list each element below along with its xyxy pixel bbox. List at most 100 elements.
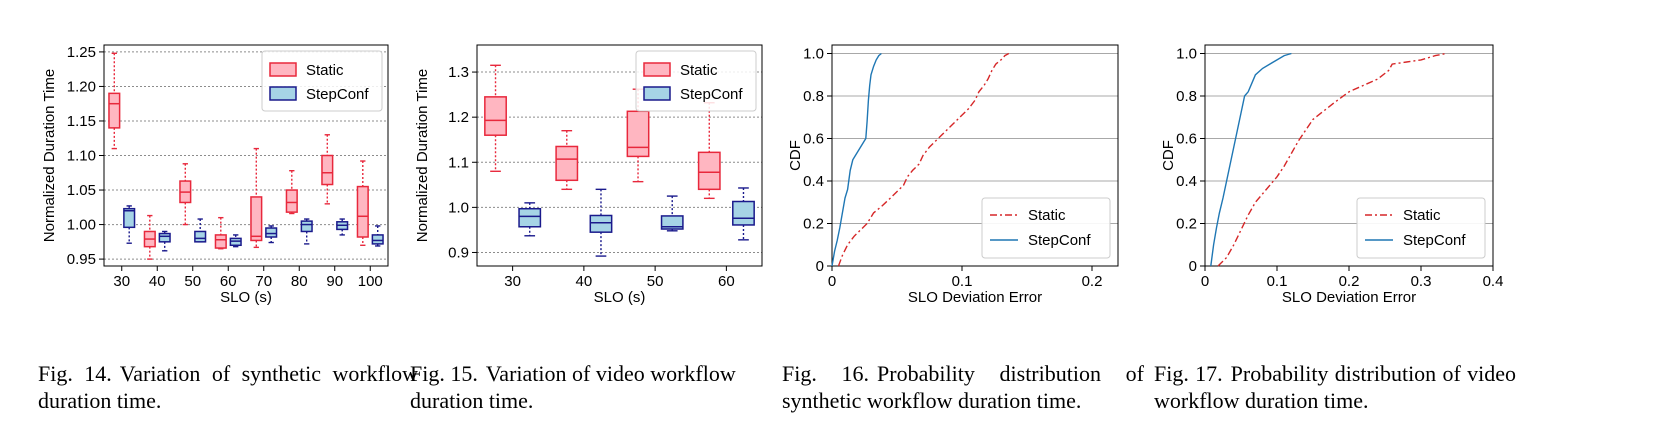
x-tick-label: 0.2 — [1339, 273, 1360, 290]
x-tick-label: 0.1 — [952, 273, 973, 290]
box-body — [250, 196, 263, 242]
caption-number: Fig. 15. — [410, 361, 478, 386]
series-line — [1217, 52, 1447, 267]
y-tick-label: 0.8 — [1176, 88, 1197, 105]
x-tick-label: 0 — [828, 273, 836, 290]
box-body — [518, 207, 542, 228]
panel-fig17: 0 0.2 0.4 0.6 0.8 1.0 CDF SLO Deviation Error 0 0… — [1160, 44, 1504, 306]
legend-swatch — [643, 62, 671, 77]
y-tick-label: 0.4 — [803, 173, 824, 190]
x-axis-label: SLO (s) — [594, 289, 646, 306]
x-tick-label: 0.3 — [1411, 273, 1432, 290]
panel-fig15: 0.9 1.0 1.1 1.2 1.3 Normalized Duration Time S… — [414, 44, 763, 306]
y-tick-label: 0.2 — [803, 216, 824, 233]
x-axis-label: SLO (s) — [220, 289, 272, 306]
y-axis-label: Normalized Duration Time — [41, 69, 58, 242]
x-tick-label: 40 — [576, 273, 593, 290]
caption-number: Fig. 16. — [782, 361, 870, 386]
box-body — [732, 200, 755, 226]
y-axis-label: CDF — [1160, 140, 1177, 171]
x-tick-label: 30 — [504, 273, 521, 290]
x-tick-label: 60 — [220, 273, 237, 290]
legend-label: Static — [1028, 207, 1066, 224]
caption-fig17: Fig. 17. Probability distribution of vide… — [1154, 360, 1516, 414]
caption-fig14: Fig. 14. Variation of synthetic workflow … — [38, 360, 418, 414]
y-axis-label: CDF — [787, 140, 804, 171]
box-body — [356, 185, 369, 238]
legend-label: StepConf — [680, 86, 743, 103]
y-tick-label: 1.25 — [67, 44, 96, 61]
x-tick-label: 0.4 — [1483, 273, 1504, 290]
y-tick-label: 1.05 — [67, 182, 96, 199]
caption-text: Variation of synthetic workflow duration… — [38, 361, 418, 413]
plot-frame — [476, 44, 763, 267]
y-tick-label: 0.2 — [1176, 216, 1197, 233]
box-body — [321, 154, 334, 186]
plot-frame — [831, 44, 1119, 267]
x-tick-label: 90 — [326, 273, 343, 290]
x-tick-label: 60 — [718, 273, 735, 290]
x-tick-label: 40 — [149, 273, 166, 290]
box-body — [123, 207, 136, 229]
y-tick-label: 0.95 — [67, 251, 96, 268]
y-tick-label: 1.0 — [803, 46, 824, 63]
y-tick-label: 0.9 — [448, 244, 469, 261]
y-tick-label: 1.20 — [67, 78, 96, 95]
legend-swatch — [643, 86, 671, 101]
y-tick-label: 0.4 — [1176, 173, 1197, 190]
legend-box — [1356, 197, 1486, 259]
y-tick-label: 1.15 — [67, 113, 96, 130]
box-body — [285, 189, 298, 213]
legend-label: StepConf — [1403, 232, 1466, 249]
y-tick-label: 1.00 — [67, 217, 96, 234]
box-body — [371, 234, 384, 245]
caption-fig16: Fig. 16. Probability distribution of synt… — [782, 360, 1144, 414]
x-tick-label: 100 — [358, 273, 383, 290]
caption-number: Fig. 17. — [1154, 361, 1223, 386]
y-axis-label: Normalized Duration Time — [414, 69, 431, 242]
y-tick-label: 1.10 — [67, 148, 96, 165]
x-tick-label: 70 — [255, 273, 272, 290]
x-tick-label: 0.2 — [1082, 273, 1103, 290]
box-body — [626, 110, 650, 158]
legend-swatch — [269, 62, 297, 77]
box-body — [265, 227, 278, 238]
y-tick-label: 1.1 — [448, 154, 469, 171]
series-line — [831, 52, 882, 267]
legend-label: StepConf — [306, 86, 369, 103]
legend-box — [981, 197, 1111, 259]
series-line — [1210, 52, 1292, 267]
caption-number: Fig. 14. — [38, 361, 112, 386]
caption-text: Variation of video workflow duration tim… — [410, 361, 736, 413]
y-tick-label: 1.0 — [1176, 46, 1197, 63]
x-tick-label: 80 — [291, 273, 308, 290]
x-axis-label: SLO Deviation Error — [908, 289, 1042, 306]
box-body — [555, 145, 579, 182]
x-tick-label: 0 — [1201, 273, 1209, 290]
caption-text: Probability distribution of video workfl… — [1154, 361, 1516, 413]
legend-label: StepConf — [1028, 232, 1091, 249]
caption-text: Probability distribution of synthetic wo… — [782, 361, 1144, 413]
y-tick-label: 1.3 — [448, 64, 469, 81]
legend-label: Static — [306, 62, 344, 79]
legend-swatch — [269, 86, 297, 101]
y-tick-label: 1.0 — [448, 199, 469, 216]
box-body — [300, 220, 313, 233]
box-body — [214, 234, 227, 249]
series-line — [837, 52, 1010, 267]
x-tick-label: 50 — [647, 273, 664, 290]
y-tick-label: 1.2 — [448, 109, 469, 126]
legend-label: Static — [1403, 207, 1441, 224]
x-tick-label: 0.1 — [1267, 273, 1288, 290]
box-body — [108, 92, 121, 129]
box-body — [660, 215, 684, 230]
legend-label: Static — [680, 62, 718, 79]
y-tick-label: 0 — [1189, 258, 1197, 275]
box-body — [194, 230, 207, 243]
x-tick-label: 50 — [184, 273, 201, 290]
box-body — [697, 151, 721, 191]
box-body — [158, 232, 171, 243]
y-tick-label: 0.6 — [803, 131, 824, 148]
panel-fig14: 0.95 1.00 1.05 1.10 1.15 1.20 1.25 Normalized D… — [41, 44, 389, 306]
